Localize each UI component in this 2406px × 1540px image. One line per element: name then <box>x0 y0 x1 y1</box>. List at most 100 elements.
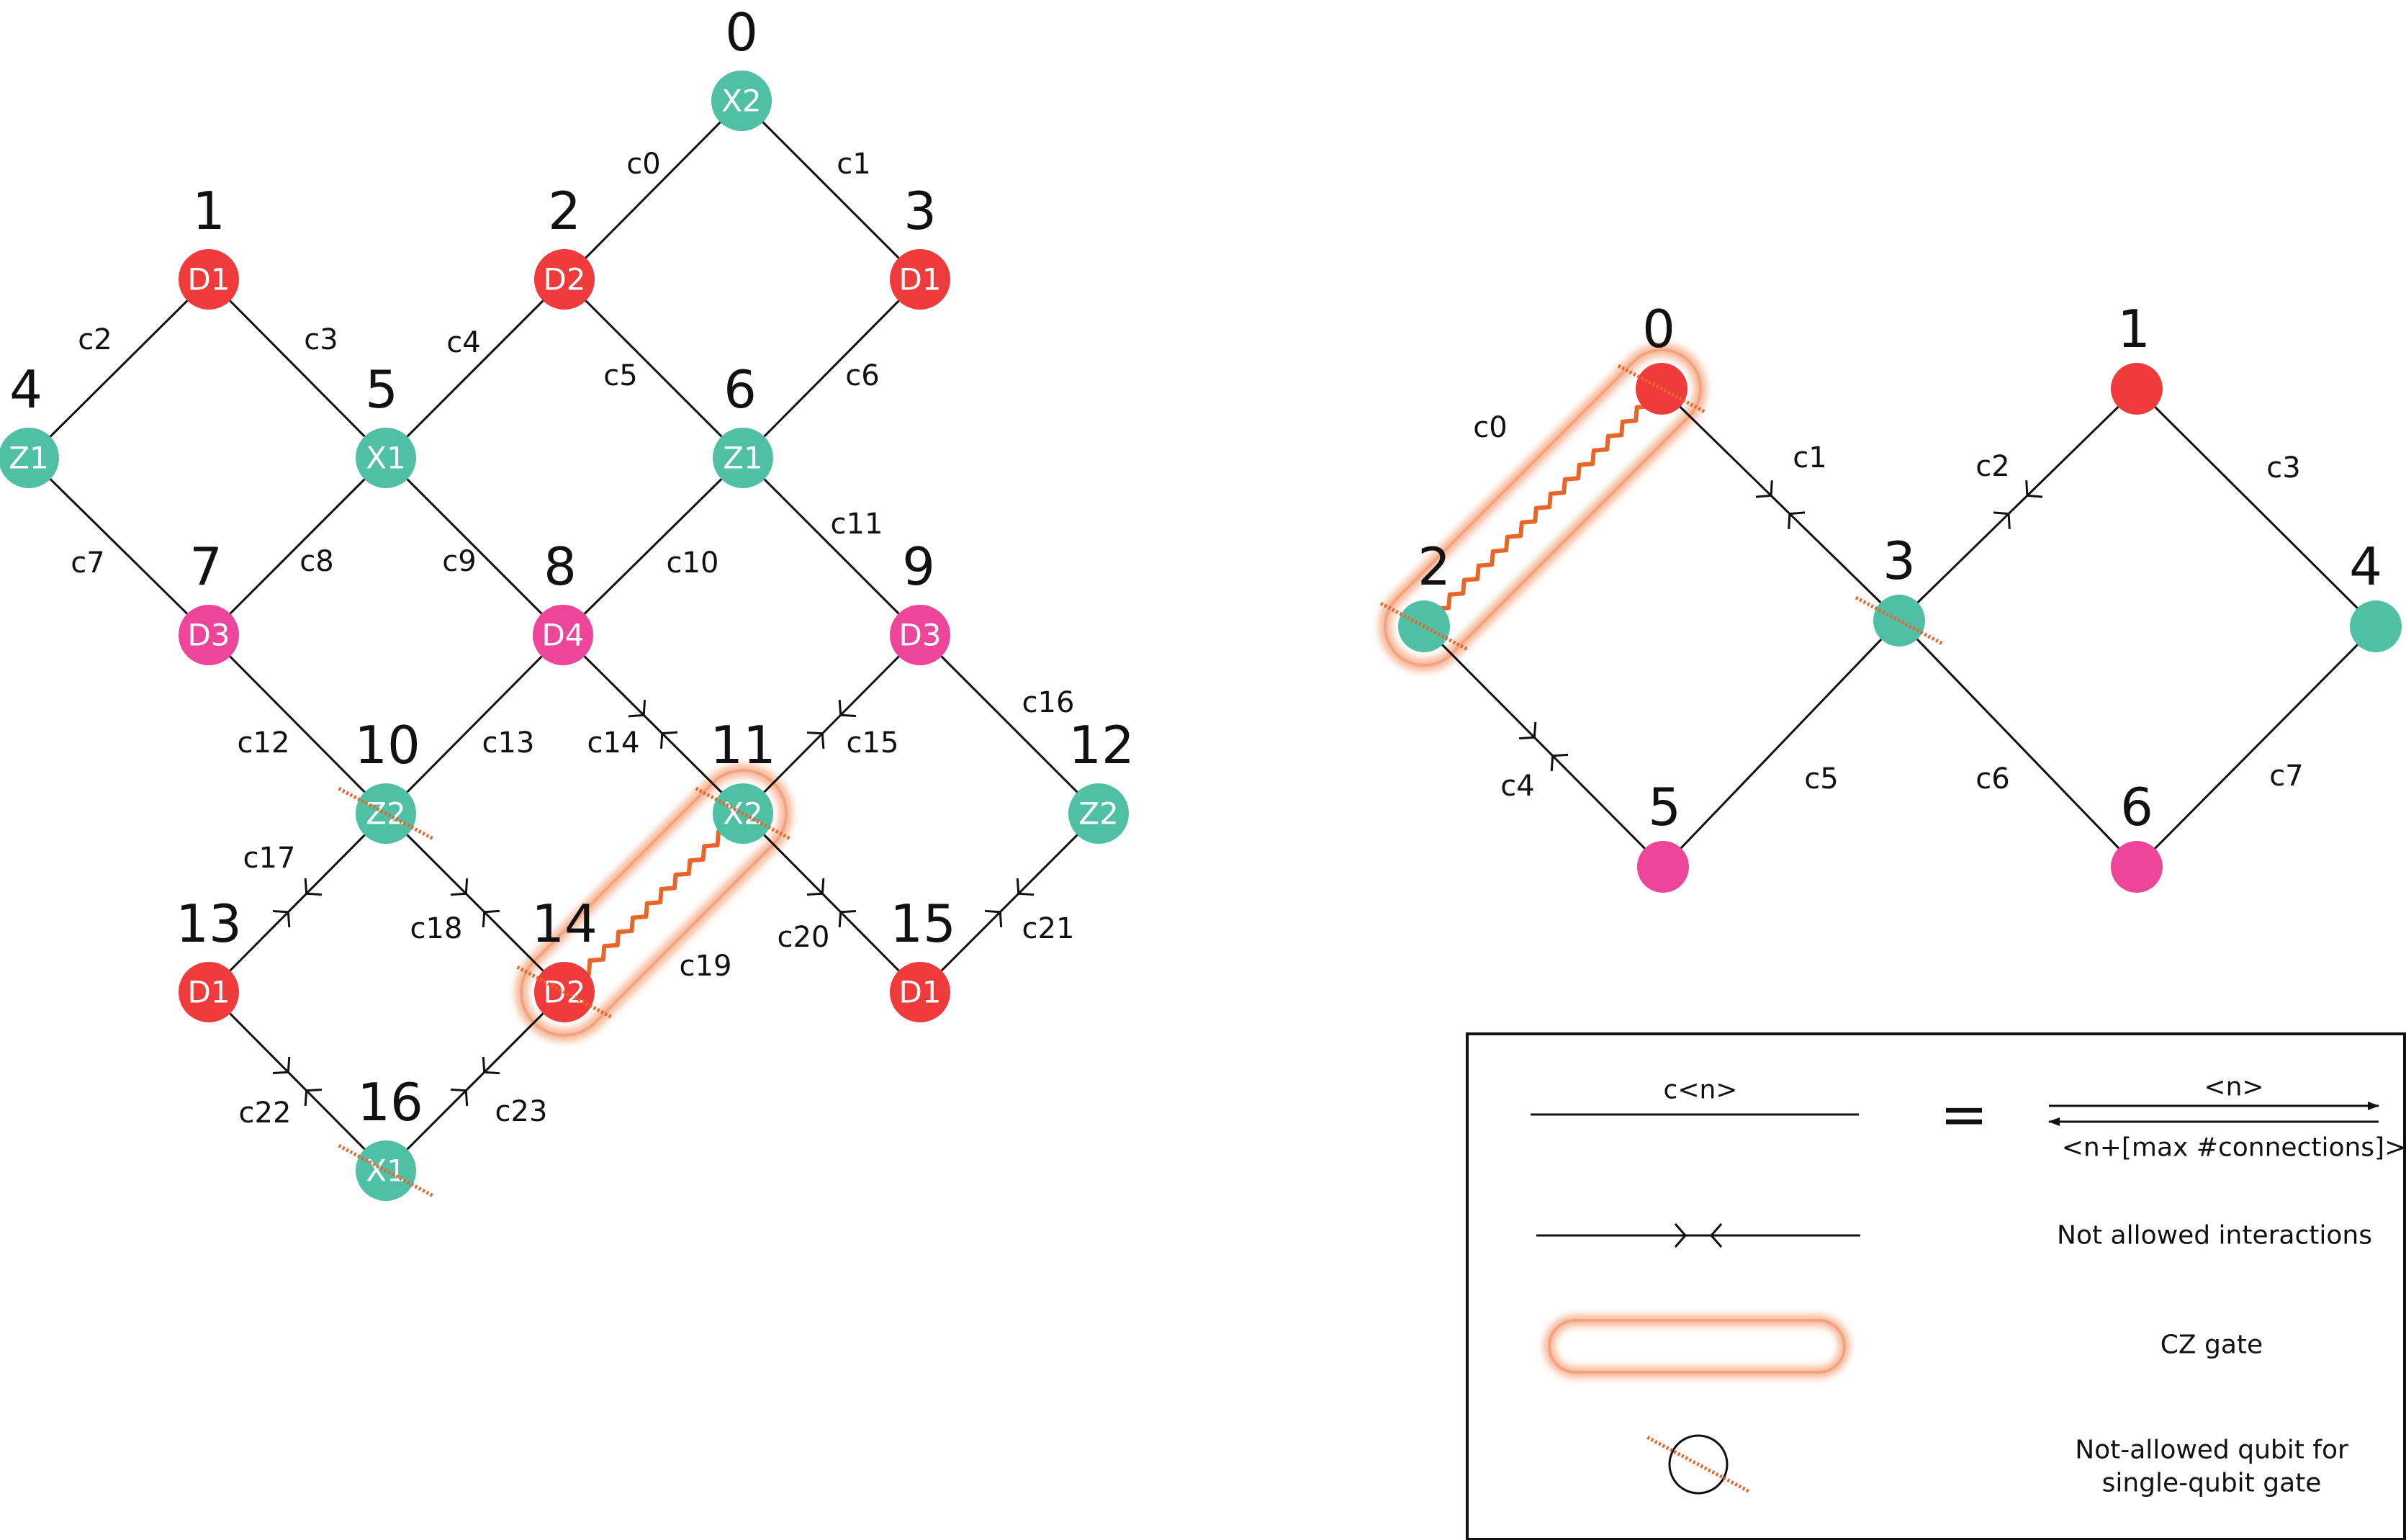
left-qubit-type-8: D4 <box>541 618 584 653</box>
legend-cz-text: CZ gate <box>2161 1330 2263 1360</box>
left-edge-c6 <box>742 278 922 459</box>
right-edge-c2 <box>1898 387 2138 622</box>
left-edge-c3 <box>207 278 387 459</box>
right-blocked-mark-c4 <box>1518 721 1569 772</box>
left-qubit-7 <box>179 605 239 665</box>
left-qubit-type-15: D1 <box>898 975 941 1010</box>
left-qubit-number-10: 10 <box>354 715 420 775</box>
left-edge-c1 <box>740 99 922 281</box>
left-qubit-number-8: 8 <box>544 536 577 597</box>
right-edges: c0 c1 c2 c3 c4 c5 c6 c7 <box>1423 387 2377 868</box>
left-qubit-number-14: 14 <box>531 893 598 954</box>
right-nodes: 0 1 2 3 4 5 6 <box>1398 299 2402 893</box>
left-edge-label-c8: c8 <box>299 545 333 578</box>
left-edge-label-c0: c0 <box>626 148 660 181</box>
right-edge-label-c4: c4 <box>1500 770 1534 803</box>
left-qubit-number-13: 13 <box>176 893 242 954</box>
left-edge-label-c4: c4 <box>446 326 480 359</box>
legend-qubit-text-2: single-qubit gate <box>2102 1469 2322 1498</box>
left-qubit-number-9: 9 <box>902 536 935 597</box>
left-qubit-number-6: 6 <box>724 359 757 420</box>
left-edge-label-c16: c16 <box>1022 686 1075 719</box>
left-edge-c22 <box>207 991 387 1172</box>
right-qubit-number-5: 5 <box>1648 777 1681 837</box>
left-qubit-type-7: D3 <box>187 618 230 653</box>
left-not-allowed-marks <box>338 787 791 1197</box>
right-qubit-5 <box>1637 841 1689 893</box>
left-qubit-type-13: D1 <box>187 975 230 1010</box>
left-qubit-number-16: 16 <box>357 1072 423 1133</box>
right-edge-label-c3: c3 <box>2266 451 2300 485</box>
left-edge-label-c7: c7 <box>71 546 104 580</box>
left-qubit-12 <box>1068 783 1129 844</box>
left-edge-label-c2: c2 <box>78 323 112 356</box>
right-edge-c4 <box>1423 625 1664 868</box>
legend-cz-outline <box>1548 1319 1846 1374</box>
left-edge-c16 <box>919 634 1100 815</box>
right-qubit-1 <box>2111 363 2163 415</box>
left-qubit-type-6: Z1 <box>723 441 763 476</box>
right-edge-label-c0: c0 <box>1473 411 1507 444</box>
left-qubit-3 <box>890 249 950 310</box>
left-edge-label-c19: c19 <box>680 950 732 983</box>
left-qubit-number-11: 11 <box>710 715 776 775</box>
right-edge-label-c5: c5 <box>1804 762 1838 796</box>
left-edge-c11 <box>742 456 922 636</box>
left-edge-c8 <box>207 456 387 636</box>
right-qubit-6 <box>2111 841 2163 893</box>
legend-backward-label: <n+[max #connections]> <box>2062 1133 2406 1163</box>
right-lattice: c0 c1 c2 c3 c4 c5 c6 c7 0 1 2 3 4 5 6 <box>1378 299 2402 893</box>
right-cz-gate-c0 <box>1378 343 1708 672</box>
left-qubit-number-1: 1 <box>192 181 225 241</box>
left-not-allowed-11 <box>695 787 791 840</box>
left-qubit-type-9: D3 <box>898 618 941 653</box>
left-blocked-mark-c20 <box>807 878 856 928</box>
left-edge-c17 <box>207 812 387 994</box>
left-nodes: X20D11D22D13Z14X15Z16D37D48D39Z210X211Z2… <box>0 2 1135 1201</box>
right-edge-c7 <box>2135 625 2377 868</box>
left-qubit-number-2: 2 <box>548 181 581 241</box>
right-not-allowed-3 <box>1855 595 1944 646</box>
left-blocked-mark-c18 <box>450 878 500 928</box>
left-edge-label-c13: c13 <box>482 726 535 760</box>
legend-blocked-chevrons <box>1674 1223 1723 1248</box>
left-edge-label-c15: c15 <box>847 726 899 760</box>
left-edge-c23 <box>384 991 566 1172</box>
right-qubit-number-2: 2 <box>1418 536 1451 597</box>
legend-qubit-text-1: Not-allowed qubit for <box>2075 1436 2348 1465</box>
left-edge-c13 <box>384 634 564 815</box>
right-cz-gates <box>1378 343 1708 672</box>
left-qubit-9 <box>890 605 950 665</box>
right-qubit-4 <box>2350 600 2402 652</box>
legend-forward-label: <n> <box>2204 1073 2263 1102</box>
left-blocked-mark-c23 <box>450 1056 500 1107</box>
left-edge-c18 <box>384 812 566 994</box>
legend-box <box>1466 1032 2406 1540</box>
left-qubit-type-3: D1 <box>898 262 941 297</box>
left-qubit-number-5: 5 <box>365 359 398 420</box>
right-qubit-number-4: 4 <box>2349 536 2382 597</box>
left-edge-c0 <box>563 99 743 281</box>
left-not-allowed-14 <box>516 965 613 1019</box>
left-qubit-number-0: 0 <box>725 2 758 63</box>
legend-not-allowed-slash <box>1646 1436 1750 1493</box>
left-edge-c4 <box>384 278 566 459</box>
right-qubit-number-3: 3 <box>1883 531 1916 591</box>
left-edge-c21 <box>919 812 1100 994</box>
right-edge-c3 <box>2135 387 2377 628</box>
left-edge-label-c9: c9 <box>442 545 476 578</box>
legend-blocked-text: Not allowed interactions <box>2057 1221 2372 1251</box>
left-qubit-type-0: X2 <box>721 84 762 119</box>
legend-equals: = <box>1939 1081 1988 1148</box>
left-qubit-number-4: 4 <box>9 359 42 420</box>
left-qubit-type-2: D2 <box>543 262 585 297</box>
left-lattice: c0 c1 c2 c3 c4 c5 c6 c7 c8 c9 c10 c11 c12 c13 c14 c15 c1… <box>0 2 1135 1201</box>
left-edge-label-c12: c12 <box>238 726 290 760</box>
left-qubit-number-12: 12 <box>1068 715 1135 775</box>
right-blocked-mark-c1 <box>1755 480 1806 529</box>
left-qubit-number-7: 7 <box>189 536 222 597</box>
right-qubit-number-1: 1 <box>2117 299 2150 359</box>
legend-not-allowed-symbol <box>1646 1436 1750 1493</box>
right-edge-label-c2: c2 <box>1975 450 2009 483</box>
left-qubit-5 <box>356 428 416 488</box>
